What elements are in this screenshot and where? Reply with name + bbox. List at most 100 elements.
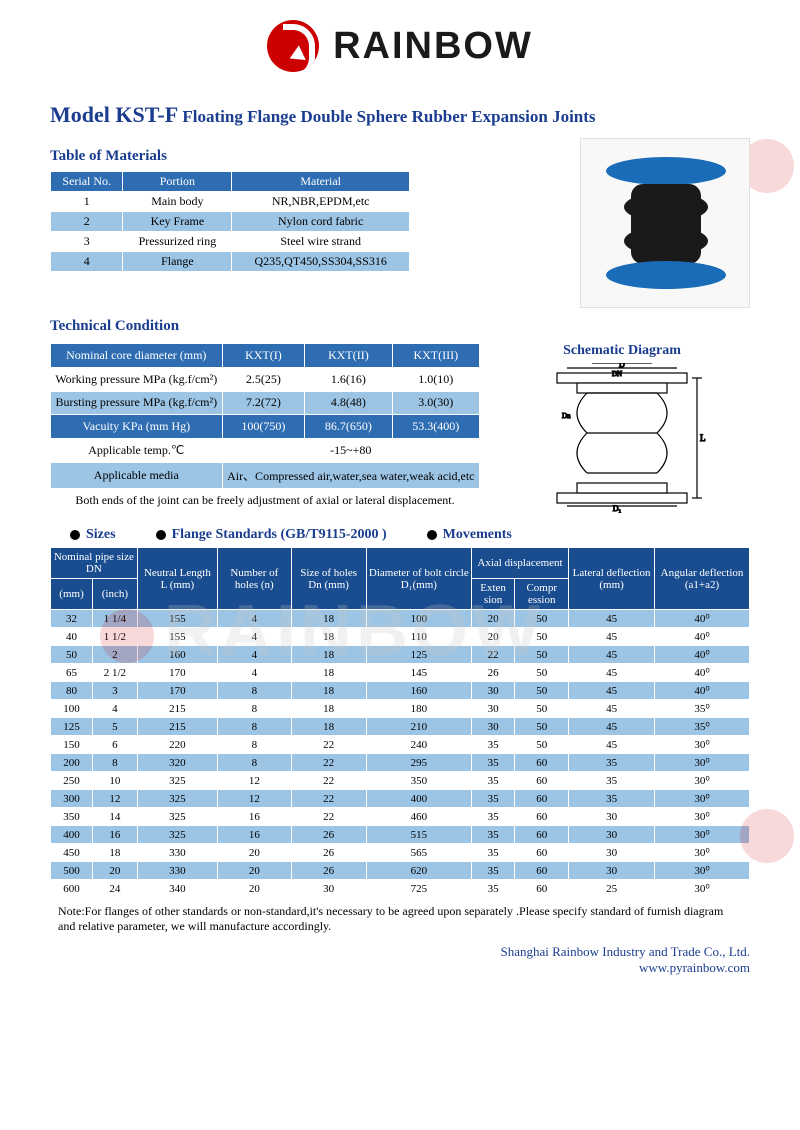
sizes-cell: 20 — [218, 844, 291, 862]
sizes-cell: 30⁰ — [655, 880, 750, 898]
sizes-cell: 12 — [218, 790, 291, 808]
mat-cell: Steel wire strand — [232, 232, 410, 252]
logo-header: RAINBOW — [50, 20, 750, 72]
sizes-cell: 8 — [218, 718, 291, 736]
sizes-cell: 45 — [569, 610, 655, 628]
tech-val: 2.5(25) — [222, 367, 305, 391]
bullet-icon — [156, 530, 166, 540]
sizes-cell: 18 — [291, 718, 366, 736]
sizes-cell: 30⁰ — [655, 736, 750, 754]
sizes-cell: 30⁰ — [655, 826, 750, 844]
sizes-cell: 26 — [291, 826, 366, 844]
tech-val: 53.3(400) — [392, 415, 479, 439]
page-title: Model KST-F Floating Flange Double Spher… — [50, 102, 750, 128]
sizes-table: Nominal pipe size DNNeutral Length L (mm… — [50, 547, 750, 898]
mat-cell: 4 — [51, 252, 123, 272]
sizes-cell: 35 — [569, 754, 655, 772]
logo-text: RAINBOW — [333, 25, 533, 68]
sizes-cell: 8 — [218, 754, 291, 772]
sizes-cell: 2 1/2 — [93, 664, 138, 682]
sizes-cell: 100 — [51, 700, 93, 718]
sizes-cell: 220 — [137, 736, 217, 754]
sizes-cell: 500 — [51, 862, 93, 880]
svg-text:Dn: Dn — [562, 412, 571, 420]
sizes-cell: 300 — [51, 790, 93, 808]
tech-val: 7.2(72) — [222, 391, 305, 415]
sizes-cell: 170 — [137, 664, 217, 682]
bullet-icon — [427, 530, 437, 540]
sizes-cell: 35 — [471, 736, 514, 754]
sizes-cell: 18 — [93, 844, 138, 862]
sizes-header: Lateral deflection (mm) — [569, 548, 655, 610]
tech-h2: KXT(II) — [305, 344, 392, 368]
sizes-cell: 215 — [137, 718, 217, 736]
tech-val: 86.7(650) — [305, 415, 392, 439]
sizes-cell: 110 — [366, 628, 471, 646]
sizes-cell: 325 — [137, 772, 217, 790]
sizes-cell: 35 — [471, 844, 514, 862]
sizes-subheader: Exten sion — [471, 579, 514, 610]
sizes-cell: 18 — [291, 664, 366, 682]
sizes-cell: 60 — [515, 772, 569, 790]
mat-hdr-2: Material — [232, 172, 410, 192]
sizes-bullet-0: Sizes — [86, 527, 116, 542]
sizes-cell: 18 — [291, 628, 366, 646]
sizes-cell: 620 — [366, 862, 471, 880]
sizes-cell: 6 — [93, 736, 138, 754]
sizes-cell: 50 — [515, 736, 569, 754]
mat-cell: 3 — [51, 232, 123, 252]
sizes-header: Axial displacement — [471, 548, 568, 579]
sizes-cell: 600 — [51, 880, 93, 898]
sizes-cell: 22 — [291, 808, 366, 826]
sizes-subheader: (inch) — [93, 579, 138, 610]
sizes-cell: 40⁰ — [655, 664, 750, 682]
sizes-cell: 35 — [471, 808, 514, 826]
sizes-cell: 35 — [569, 790, 655, 808]
sizes-cell: 240 — [366, 736, 471, 754]
sizes-cell: 14 — [93, 808, 138, 826]
sizes-cell: 60 — [515, 790, 569, 808]
sizes-cell: 50 — [515, 664, 569, 682]
sizes-cell: 30⁰ — [655, 790, 750, 808]
sizes-cell: 20 — [93, 862, 138, 880]
mat-cell: Q235,QT450,SS304,SS316 — [232, 252, 410, 272]
mat-cell: 1 — [51, 192, 123, 212]
sizes-cell: 18 — [291, 682, 366, 700]
sizes-cell: 8 — [218, 682, 291, 700]
sizes-cell: 4 — [218, 610, 291, 628]
mat-cell: Key Frame — [123, 212, 232, 232]
sizes-cell: 60 — [515, 862, 569, 880]
sizes-cell: 330 — [137, 862, 217, 880]
sizes-cell: 50 — [515, 610, 569, 628]
tech-span: Air、Compressed air,water,sea water,weak … — [222, 462, 479, 488]
sizes-cell: 26 — [291, 844, 366, 862]
sizes-cell: 50 — [51, 646, 93, 664]
sizes-cell: 325 — [137, 826, 217, 844]
sizes-cell: 30 — [569, 844, 655, 862]
footer-url: www.pyrainbow.com — [50, 960, 750, 976]
sizes-cell: 210 — [366, 718, 471, 736]
sizes-cell: 215 — [137, 700, 217, 718]
tech-label: Applicable media — [51, 462, 223, 488]
sizes-cell: 350 — [366, 772, 471, 790]
sizes-cell: 30 — [471, 718, 514, 736]
mat-cell: Main body — [123, 192, 232, 212]
tech-val: 3.0(30) — [392, 391, 479, 415]
sizes-cell: 45 — [569, 718, 655, 736]
sizes-header: Size of holes Dn (mm) — [291, 548, 366, 610]
tech-val: 4.8(48) — [305, 391, 392, 415]
footer-company: Shanghai Rainbow Industry and Trade Co.,… — [50, 944, 750, 960]
mat-cell: Pressurized ring — [123, 232, 232, 252]
sizes-cell: 1 1/2 — [93, 628, 138, 646]
tech-heading: Technical Condition — [50, 318, 750, 335]
sizes-cell: 35 — [471, 772, 514, 790]
sizes-cell: 330 — [137, 844, 217, 862]
sizes-cell: 30 — [569, 808, 655, 826]
sizes-cell: 65 — [51, 664, 93, 682]
sizes-cell: 350 — [51, 808, 93, 826]
sizes-cell: 20 — [471, 628, 514, 646]
sizes-cell: 450 — [51, 844, 93, 862]
tech-label: Working pressure MPa (kg.f/cm²) — [51, 367, 223, 391]
sizes-cell: 170 — [137, 682, 217, 700]
sizes-cell: 45 — [569, 628, 655, 646]
